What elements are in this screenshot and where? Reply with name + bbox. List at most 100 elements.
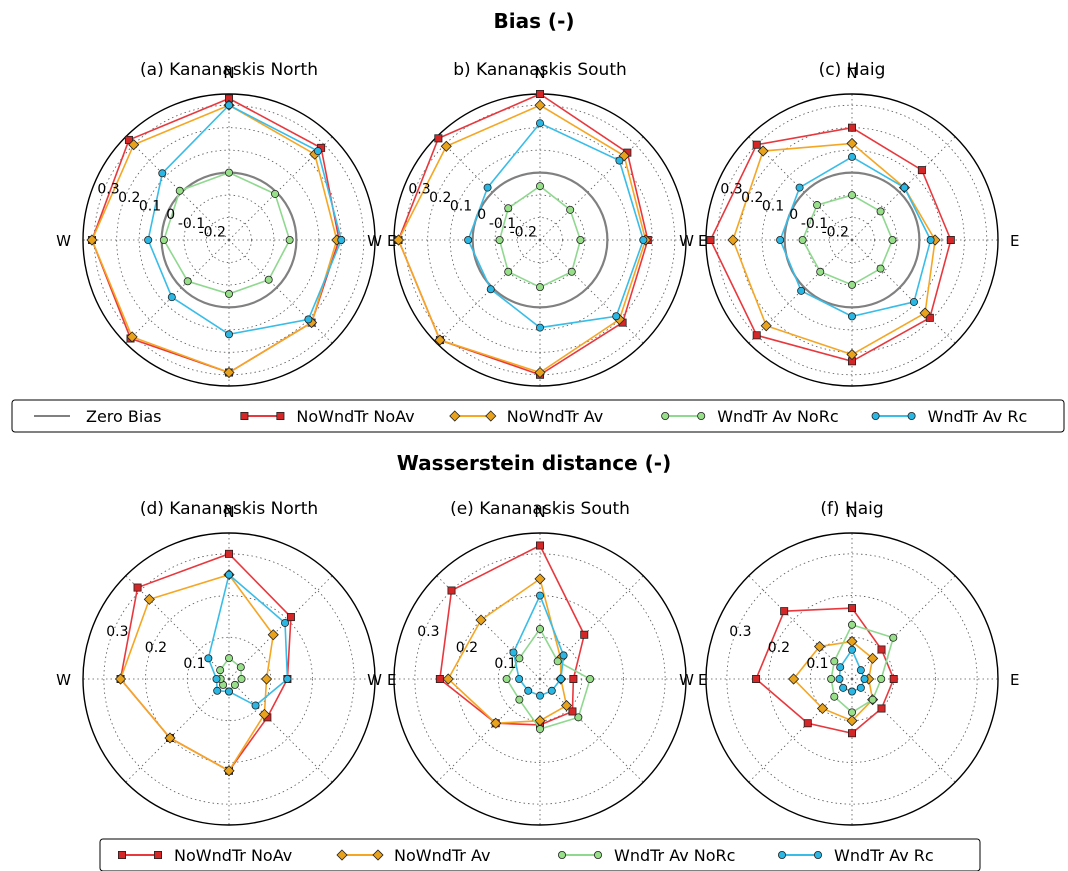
grid-spoke (228, 678, 333, 783)
direction-label-e: E (387, 671, 396, 689)
point-wndtr-av-norc (502, 675, 511, 684)
point-wndtr-av-norc (798, 235, 807, 244)
point-nowndtr-noav (925, 313, 934, 322)
point-nowndtr-noav (434, 134, 443, 143)
series-line-nowndtr-noav (119, 552, 292, 772)
point-wndtr-av-rc (251, 701, 260, 710)
point-wndtr-av-rc (224, 330, 233, 339)
point-wndtr-av-rc (556, 675, 565, 684)
legend-marker (153, 851, 162, 860)
point-nowndtr-av (114, 673, 127, 685)
point-wndtr-av-rc (283, 675, 292, 684)
legend-marker (372, 849, 384, 861)
outer-frame (705, 532, 999, 826)
legend-item-nowndtr-av: NoWndTr Av (449, 407, 603, 426)
r-tick-label: 0.1 (139, 199, 161, 215)
point-wndtr-av-rc (337, 235, 346, 244)
legend-marker (594, 851, 603, 860)
point-nowndtr-av (164, 732, 176, 744)
point-wndtr-av-norc (536, 182, 545, 191)
point-nowndtr-av (867, 652, 879, 664)
point-wndtr-av-norc (567, 267, 576, 276)
point-wndtr-av-norc (183, 277, 192, 286)
legend-marker (697, 411, 706, 420)
point-wndtr-av-rc (839, 683, 848, 692)
point-nowndtr-av (223, 366, 235, 379)
grid-spoke (851, 239, 956, 344)
r-tick-label: 0.2 (741, 190, 763, 206)
point-wndtr-av-rc (536, 591, 545, 600)
point-nowndtr-av (434, 334, 446, 346)
point-wndtr-av-norc (230, 680, 239, 689)
legend-marker (778, 851, 787, 860)
point-wndtr-av-rc (848, 645, 857, 654)
r-tick-label: 0.3 (106, 624, 128, 640)
legend-marker (449, 410, 461, 422)
radar-c-haig: (c) HaigNESW0.30.20.10-0.1-0.2 (679, 60, 1019, 416)
point-wndtr-av-norc (536, 624, 545, 633)
point-wndtr-av-rc (559, 651, 568, 660)
direction-label-w: W (56, 232, 71, 250)
direction-label-w: W (679, 671, 694, 689)
grid-spoke (748, 678, 853, 783)
point-nowndtr-av (223, 765, 235, 777)
legend-label: WndTr Av Rc (928, 407, 1028, 426)
point-nowndtr-noav (706, 235, 715, 244)
direction-label-n: N (534, 64, 545, 82)
point-wndtr-av-norc (224, 289, 233, 298)
grid-spoke (125, 239, 230, 344)
r-tick-label: 0.1 (494, 656, 516, 672)
point-wndtr-av-rc (639, 235, 648, 244)
point-nowndtr-av (534, 99, 546, 111)
outer-frame (82, 93, 376, 387)
point-nowndtr-noav (803, 719, 812, 728)
legend-label: NoWndTr NoAv (174, 846, 292, 865)
grid-circle (206, 217, 252, 263)
point-wndtr-av-norc (868, 695, 877, 704)
legend-label: WndTr Av Rc (834, 846, 934, 865)
legend-item-zero-bias: Zero Bias (34, 407, 161, 426)
point-wndtr-av-rc (213, 686, 222, 695)
point-nowndtr-av (440, 140, 452, 152)
outer-frame (393, 532, 687, 826)
point-wndtr-av-rc (158, 169, 167, 178)
direction-label-n: N (223, 503, 234, 521)
grid-circle (414, 553, 666, 805)
point-wndtr-av-rc (612, 312, 621, 321)
point-nowndtr-noav (124, 135, 133, 144)
direction-label-w: W (367, 671, 382, 689)
point-nowndtr-noav (946, 235, 955, 244)
bias-legend: Zero Bias NoWndTr NoAv NoWndTr Av WndTr Av … (11, 399, 1065, 433)
point-nowndtr-noav (752, 331, 761, 340)
point-wndtr-av-rc (464, 235, 473, 244)
point-wndtr-av-norc (159, 235, 168, 244)
point-nowndtr-av (534, 366, 546, 379)
direction-label-w: W (56, 671, 71, 689)
point-nowndtr-noav (580, 630, 589, 639)
point-nowndtr-av (813, 640, 826, 653)
point-wndtr-av-rc (856, 683, 865, 692)
point-wndtr-av-rc (224, 687, 233, 696)
point-wndtr-av-norc (848, 280, 857, 289)
point-nowndtr-av (846, 715, 858, 727)
point-nowndtr-av (788, 673, 800, 685)
point-wndtr-av-norc (237, 675, 246, 684)
point-wndtr-av-norc (576, 235, 585, 244)
point-wndtr-av-norc (236, 663, 245, 672)
point-wndtr-av-norc (574, 713, 583, 722)
legend-label: WndTr Av NoRc (614, 846, 735, 865)
point-wndtr-av-rc (486, 285, 495, 294)
legend-marker (336, 849, 348, 861)
grid-circle (145, 595, 313, 763)
point-nowndtr-av (392, 234, 405, 246)
series-line-nowndtr-noav (439, 544, 586, 726)
legend-marker (907, 411, 916, 420)
point-wndtr-av-rc (144, 235, 153, 244)
legend-marker (871, 411, 880, 420)
point-nowndtr-noav (435, 675, 444, 684)
point-wndtr-av-norc (536, 725, 545, 734)
point-nowndtr-noav (848, 729, 857, 738)
point-wndtr-av-rc (848, 312, 857, 321)
point-wndtr-av-norc (536, 283, 545, 292)
point-wndtr-av-norc (515, 695, 524, 704)
